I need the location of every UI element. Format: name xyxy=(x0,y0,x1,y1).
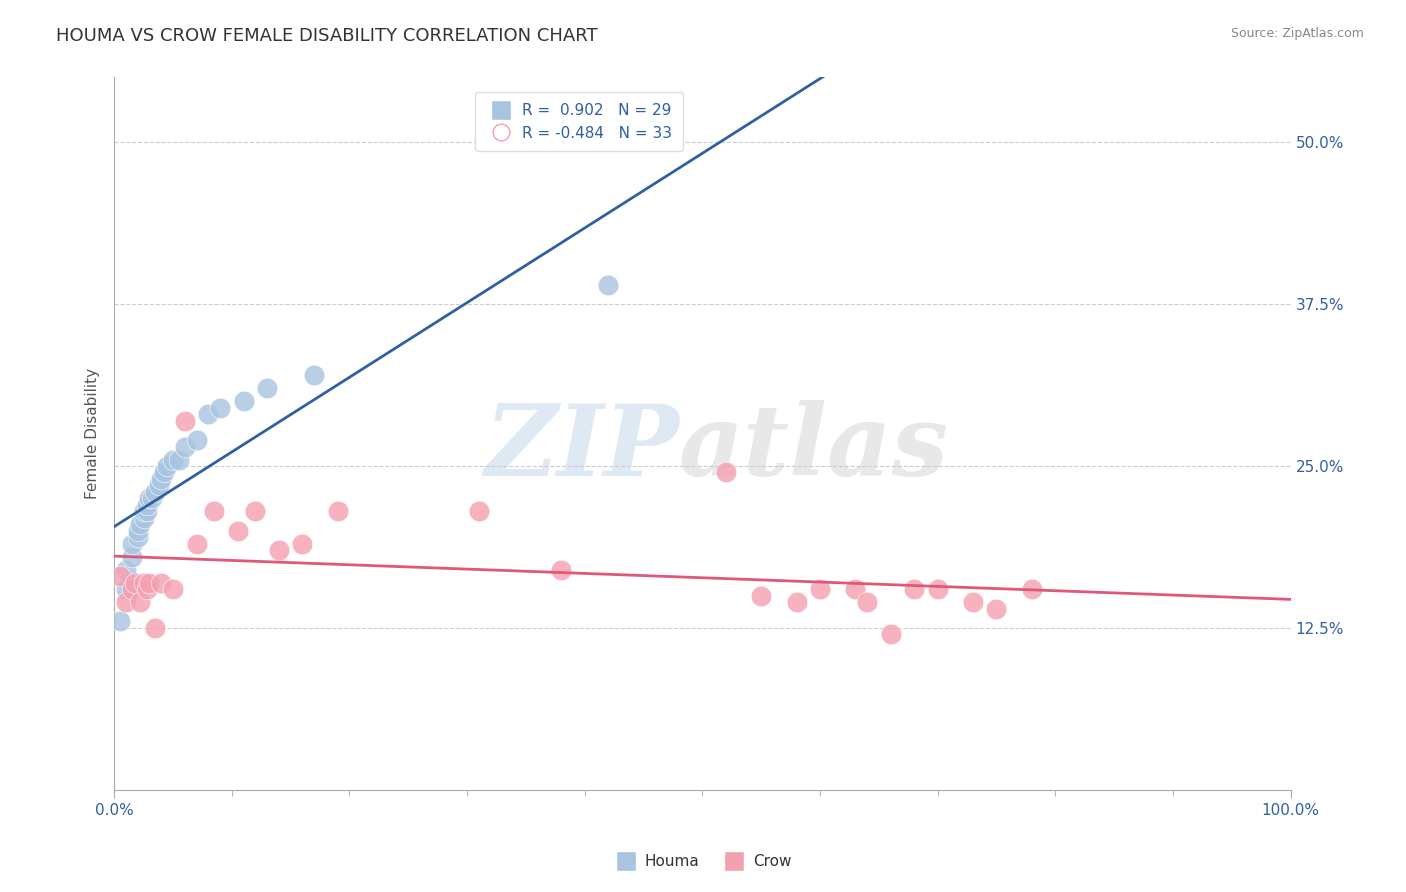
Point xyxy=(986,601,1008,615)
Point xyxy=(173,414,195,428)
Point xyxy=(962,595,984,609)
Point xyxy=(141,491,163,506)
Text: Source: ZipAtlas.com: Source: ZipAtlas.com xyxy=(1230,27,1364,40)
Point xyxy=(150,472,173,486)
Point xyxy=(186,537,208,551)
Point xyxy=(132,504,155,518)
Point xyxy=(291,537,314,551)
Point xyxy=(162,582,184,596)
Point xyxy=(749,589,772,603)
Point xyxy=(903,582,925,596)
Point xyxy=(145,621,167,635)
Point xyxy=(226,524,249,538)
Point xyxy=(127,524,149,538)
Point xyxy=(127,530,149,544)
Point xyxy=(468,504,491,518)
Point xyxy=(121,537,143,551)
Legend: Houma, Crow: Houma, Crow xyxy=(609,848,797,875)
Point xyxy=(856,595,879,609)
Point xyxy=(152,466,174,480)
Point xyxy=(115,595,138,609)
Text: ZIP: ZIP xyxy=(484,400,679,496)
Point xyxy=(197,407,219,421)
Point xyxy=(209,401,232,415)
Point xyxy=(1021,582,1043,596)
Point xyxy=(326,504,349,518)
Point xyxy=(173,440,195,454)
Y-axis label: Female Disability: Female Disability xyxy=(86,368,100,500)
Point xyxy=(256,381,278,395)
Point xyxy=(550,563,572,577)
Point xyxy=(302,368,325,383)
Point xyxy=(162,452,184,467)
Point xyxy=(121,549,143,564)
Point xyxy=(148,478,170,492)
Point xyxy=(150,575,173,590)
Point xyxy=(156,458,179,473)
Point xyxy=(136,504,159,518)
Point xyxy=(598,277,620,292)
Point xyxy=(267,543,290,558)
Point xyxy=(808,582,831,596)
Point xyxy=(138,575,160,590)
Point xyxy=(927,582,949,596)
Point xyxy=(124,575,146,590)
Point xyxy=(245,504,267,518)
Point xyxy=(714,466,737,480)
Point xyxy=(132,575,155,590)
Point xyxy=(879,627,901,641)
Point xyxy=(138,491,160,506)
Point xyxy=(129,595,152,609)
Point xyxy=(132,511,155,525)
Point xyxy=(136,498,159,512)
Point xyxy=(145,484,167,499)
Point xyxy=(786,595,808,609)
Point xyxy=(202,504,225,518)
Legend: R =  0.902   N = 29, R = -0.484   N = 33: R = 0.902 N = 29, R = -0.484 N = 33 xyxy=(475,92,683,152)
Point xyxy=(232,394,254,409)
Point xyxy=(136,582,159,596)
Point xyxy=(844,582,866,596)
Point xyxy=(121,582,143,596)
Point xyxy=(115,563,138,577)
Text: HOUMA VS CROW FEMALE DISABILITY CORRELATION CHART: HOUMA VS CROW FEMALE DISABILITY CORRELAT… xyxy=(56,27,598,45)
Text: atlas: atlas xyxy=(679,400,949,496)
Point xyxy=(167,452,190,467)
Point xyxy=(115,582,138,596)
Point xyxy=(108,569,131,583)
Point xyxy=(108,615,131,629)
Point xyxy=(129,517,152,532)
Point xyxy=(186,433,208,447)
